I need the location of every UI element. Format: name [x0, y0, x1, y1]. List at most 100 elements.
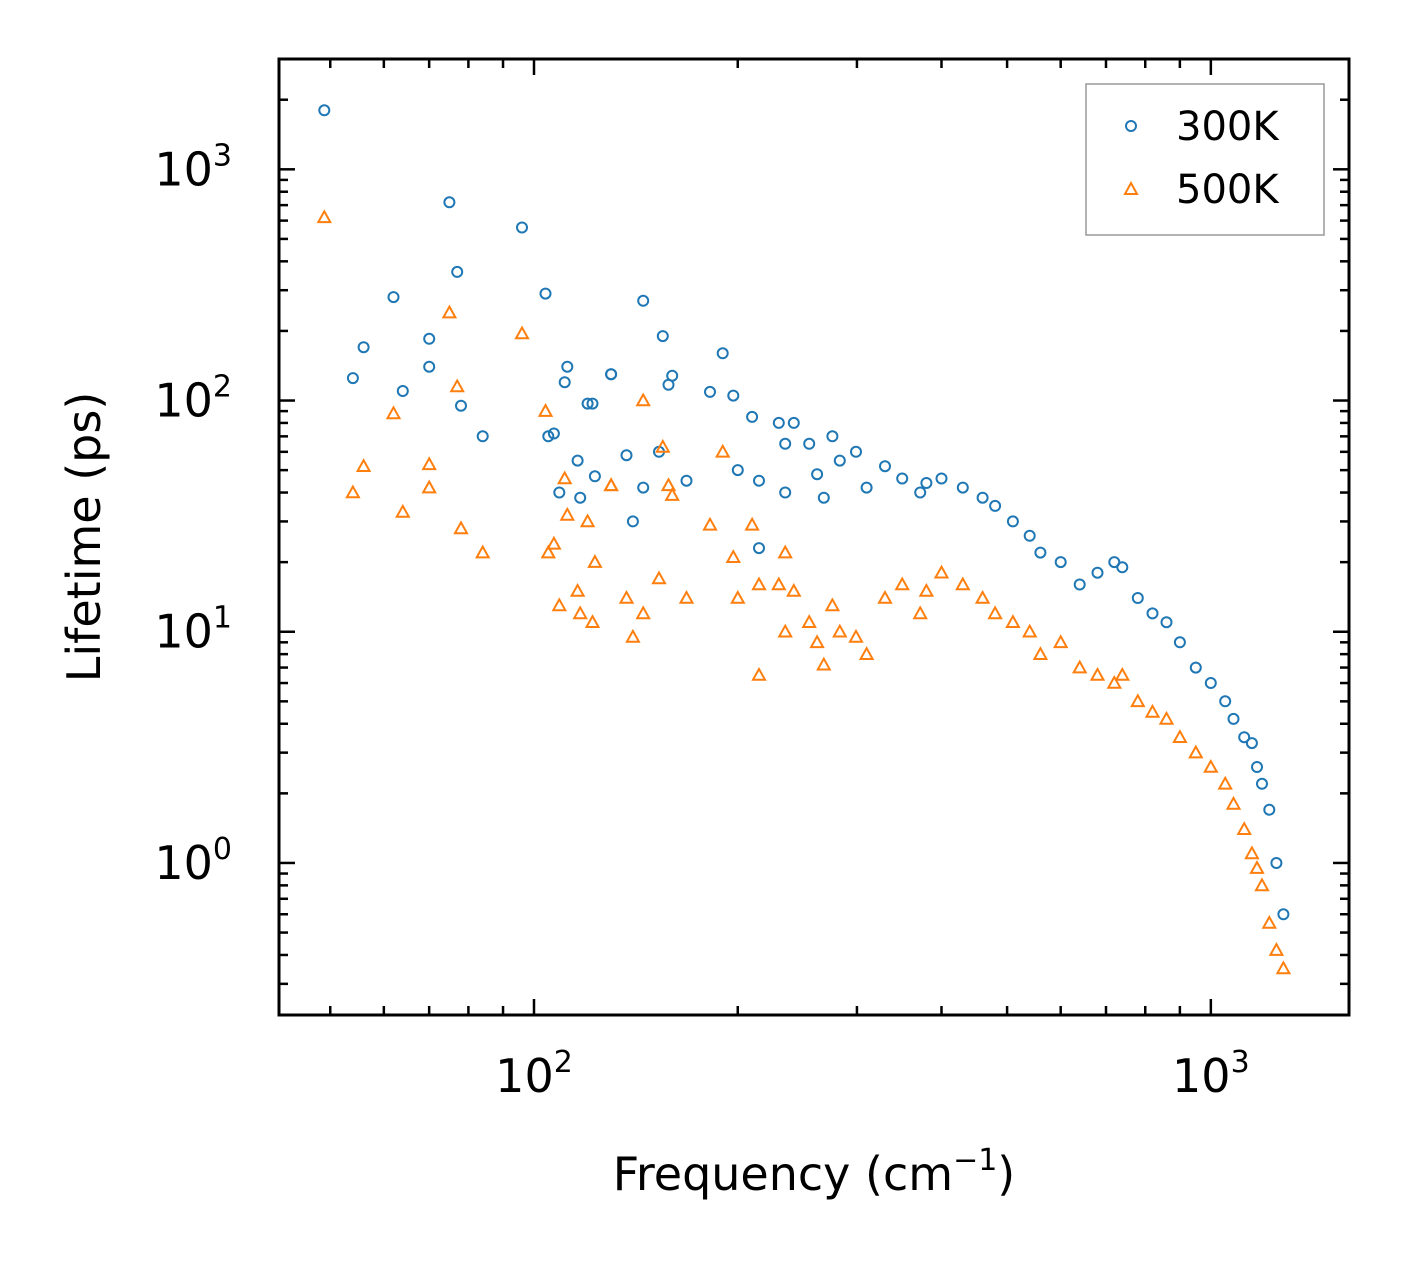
data-point-300K-8 — [451, 265, 464, 278]
data-point-500K-44 — [786, 582, 802, 597]
data-point-500K-61 — [1022, 623, 1038, 638]
data-point-500K-28 — [635, 605, 651, 620]
y-tick-label: 100 — [154, 832, 232, 890]
data-point-500K-67 — [1114, 666, 1130, 681]
data-point-300K-68 — [1131, 592, 1144, 604]
data-point-500K-10 — [475, 544, 491, 559]
data-point-500K-22 — [587, 554, 603, 568]
data-point-500K-0 — [316, 209, 332, 224]
data-point-500K-15 — [551, 597, 567, 612]
data-point-300K-71 — [1173, 636, 1186, 649]
data-point-500K-45 — [801, 614, 817, 628]
axis-tick-labels: 102 103 100 101 102 103 — [154, 138, 1249, 1103]
data-point-500K-69 — [1144, 703, 1161, 718]
data-point-300K-55 — [920, 477, 933, 489]
data-point-300K-3 — [387, 291, 400, 304]
data-point-500K-46 — [809, 634, 825, 649]
data-point-500K-55 — [918, 582, 935, 597]
data-point-500K-6 — [421, 456, 437, 471]
data-point-300K-65 — [1091, 566, 1104, 579]
data-point-500K-73 — [1203, 758, 1219, 773]
data-point-300K-59 — [989, 499, 1002, 512]
data-point-300K-73 — [1204, 677, 1217, 689]
data-point-500K-64 — [1072, 659, 1088, 674]
data-point-300K-18 — [571, 454, 584, 467]
data-point-300K-37 — [731, 464, 744, 477]
data-point-300K-33 — [680, 474, 693, 487]
data-point-300K-70 — [1160, 616, 1173, 629]
data-point-500K-12 — [537, 403, 554, 417]
data-point-500K-31 — [660, 477, 677, 492]
data-point-300K-41 — [772, 416, 785, 429]
data-point-300K-11 — [516, 221, 528, 234]
data-point-300K-50 — [850, 445, 862, 458]
data-point-500K-16 — [557, 470, 573, 485]
data-point-300K-52 — [879, 460, 891, 473]
data-point-500K-21 — [584, 614, 601, 628]
data-point-500K-60 — [1005, 614, 1021, 628]
data-point-300K-4 — [396, 385, 409, 397]
data-point-500K-49 — [832, 623, 848, 638]
data-point-500K-7 — [441, 304, 458, 319]
data-point-300K-39 — [753, 542, 765, 555]
legend-label-300K: 300K — [1176, 104, 1280, 150]
data-point-300K-72 — [1189, 661, 1202, 674]
data-point-300K-14 — [547, 427, 560, 440]
data-point-500K-47 — [816, 656, 832, 671]
data-point-500K-58 — [974, 589, 991, 604]
x-tick-label: 103 — [1172, 1045, 1250, 1103]
data-point-300K-38 — [746, 410, 759, 423]
data-point-300K-2 — [357, 341, 370, 354]
data-point-500K-81 — [1268, 942, 1285, 956]
series-300K — [318, 104, 1290, 921]
data-point-500K-13 — [540, 544, 556, 559]
data-point-300K-25 — [620, 449, 633, 462]
data-point-300K-75 — [1227, 712, 1240, 725]
legend-marker-500K — [1123, 180, 1139, 195]
legend-frame — [1085, 83, 1325, 236]
data-point-500K-43 — [777, 623, 793, 638]
data-point-300K-76 — [1238, 731, 1251, 744]
data-point-500K-35 — [715, 443, 731, 458]
data-point-300K-27 — [637, 294, 650, 307]
data-point-500K-42 — [777, 544, 793, 559]
data-point-500K-78 — [1249, 860, 1265, 874]
data-point-300K-7 — [443, 196, 456, 209]
data-point-500K-70 — [1158, 710, 1175, 725]
data-point-300K-77 — [1245, 737, 1258, 750]
data-point-300K-30 — [656, 330, 669, 343]
data-point-300K-56 — [935, 472, 948, 485]
data-point-300K-42 — [779, 437, 792, 450]
data-point-500K-76 — [1236, 821, 1252, 835]
y-tick-label: 101 — [154, 601, 232, 659]
data-point-500K-77 — [1244, 845, 1260, 860]
data-point-500K-4 — [395, 503, 411, 518]
data-point-500K-33 — [678, 589, 695, 604]
data-point-500K-37 — [730, 589, 746, 604]
data-point-300K-19 — [574, 491, 587, 504]
data-point-300K-1 — [346, 372, 359, 385]
y-tick-label: 102 — [154, 370, 232, 428]
legend-marker-300K — [1125, 120, 1137, 132]
data-point-500K-2 — [355, 458, 372, 472]
data-point-300K-22 — [588, 470, 601, 483]
data-point-500K-27 — [635, 392, 651, 407]
data-point-300K-6 — [423, 332, 436, 345]
data-point-300K-12 — [539, 287, 552, 300]
data-point-300K-36 — [727, 389, 740, 402]
data-points — [316, 104, 1292, 975]
data-point-500K-79 — [1254, 877, 1270, 892]
data-point-500K-57 — [955, 576, 971, 591]
data-point-300K-57 — [956, 481, 969, 494]
data-point-300K-66 — [1108, 556, 1121, 569]
data-point-500K-63 — [1053, 634, 1069, 649]
data-point-500K-40 — [751, 576, 767, 591]
data-point-300K-53 — [896, 472, 909, 485]
data-point-500K-5 — [421, 479, 437, 494]
data-point-500K-34 — [702, 516, 718, 531]
data-point-300K-63 — [1054, 556, 1067, 569]
data-point-300K-16 — [558, 376, 571, 389]
data-point-500K-20 — [579, 513, 596, 528]
data-point-500K-19 — [572, 605, 588, 620]
data-point-500K-14 — [546, 535, 562, 550]
